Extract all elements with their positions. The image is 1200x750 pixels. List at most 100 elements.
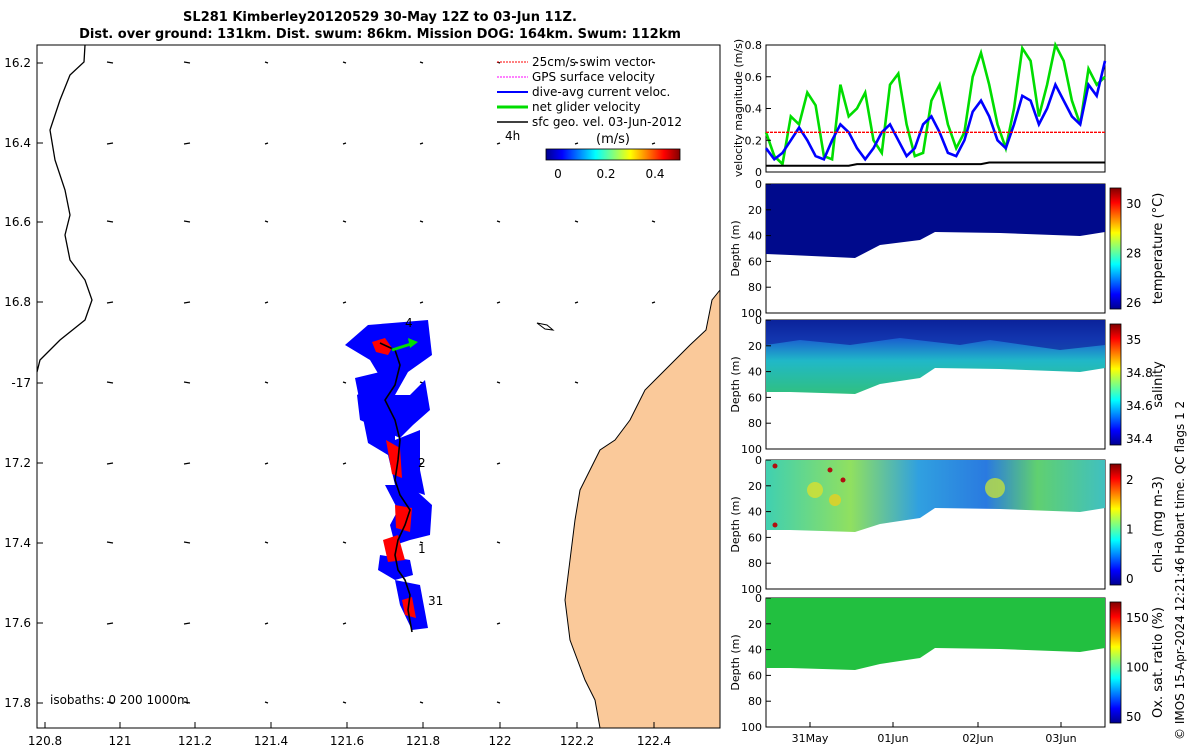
map-frame xyxy=(36,44,721,729)
map-y-tick-label: 17.8 xyxy=(4,696,31,710)
map-x-tick-label: 121.2 xyxy=(178,734,212,748)
depth-tick-label: 0 xyxy=(755,314,762,327)
colorbar-tick-label: 28 xyxy=(1126,247,1141,261)
current-vector-swath xyxy=(355,372,425,495)
map-y-tick-label: 16.8 xyxy=(4,295,31,309)
depth-tick-label: 60 xyxy=(748,255,762,268)
map-y-tick-label: 16.6 xyxy=(4,215,31,229)
map-y-tick-label: 17.2 xyxy=(4,456,31,470)
geo-velocity-arrow xyxy=(183,462,191,465)
geo-velocity-arrow xyxy=(496,701,501,704)
time-axis: 31May 01Jun 02Jun 03Jun xyxy=(792,722,1077,745)
swim-vector xyxy=(383,535,405,562)
colorbar-label: Ox. sat. ratio (%) xyxy=(1151,607,1166,718)
depth-tick-label: 20 xyxy=(748,340,762,353)
salinity-panel xyxy=(765,319,1106,450)
geo-velocity-arrow xyxy=(264,541,269,544)
geo-velocity-arrow xyxy=(419,541,424,544)
geo-velocity-arrow xyxy=(419,301,424,304)
map-axis-ticks: 120.8 121 121.2 121.4 121.6 121.8 122 122.2 122.… xyxy=(4,56,671,748)
geo-velocity-arrow xyxy=(183,381,191,384)
geo-velocity-arrow xyxy=(264,301,269,304)
colorbar-tick: 0.4 xyxy=(645,167,664,181)
geo-velocity-arrow xyxy=(264,61,269,64)
colorbar-unit: (m/s) xyxy=(596,132,630,147)
map-x-tick-label: 122 xyxy=(489,734,512,748)
track-label-2: 2 xyxy=(418,456,426,470)
geo-velocity-arrow xyxy=(106,301,114,304)
geo-velocity-arrow xyxy=(419,220,424,223)
glider-track xyxy=(379,342,413,633)
geo-velocity-arrow xyxy=(342,381,347,384)
colorbar-tick-label: 50 xyxy=(1126,710,1141,724)
chart-title-line2: Dist. over ground: 131km. Dist. swum: 86… xyxy=(79,27,681,42)
speed-y-tick-label: 0.8 xyxy=(745,39,763,52)
geo-velocity-arrow xyxy=(183,622,191,625)
track-label-31: 31 xyxy=(428,594,443,608)
geo-velocity-arrow xyxy=(183,541,191,544)
colorbar-tick-label: 1 xyxy=(1126,523,1134,537)
time-tick-label: 31May xyxy=(792,732,829,745)
geo-velocity-arrow xyxy=(264,381,269,384)
depth-axis-label: Depth (m) xyxy=(729,220,742,276)
depth-tick-label: 100 xyxy=(741,583,762,596)
chla-panel xyxy=(765,459,1106,590)
speed-line-net-glider-velocity xyxy=(764,41,1106,167)
depth-tick-label: 60 xyxy=(748,391,762,404)
map-y-tick-label: 16.4 xyxy=(4,136,31,150)
depth-tick-label: 100 xyxy=(741,307,762,320)
island-outline xyxy=(536,322,555,331)
salinity-surface-layer xyxy=(766,320,1105,350)
oxygen-panel xyxy=(765,597,1106,728)
depth-axis-label: Depth (m) xyxy=(729,356,742,412)
colorbar-tick-label: 100 xyxy=(1126,661,1149,675)
geo-velocity-arrow xyxy=(574,142,579,145)
depth-axis-label: Depth (m) xyxy=(729,634,742,690)
geo-velocity-arrow xyxy=(574,381,579,384)
depth-tick-label: 80 xyxy=(748,281,762,294)
geo-velocity-arrow xyxy=(106,381,114,384)
profile-colorbar xyxy=(1109,601,1122,724)
isobaths-label: isobaths: 0 200 1000m xyxy=(50,693,189,707)
geo-velocity-arrow xyxy=(651,301,656,304)
geo-velocity-arrow xyxy=(264,462,269,465)
map-x-tick-label: 122.2 xyxy=(560,734,594,748)
depth-tick-label: 20 xyxy=(748,618,762,631)
map-legend: 25cm/s swim vector GPS surface velocity … xyxy=(497,55,682,129)
geo-velocity-arrow xyxy=(342,462,347,465)
legend-label-swim: 25cm/s swim vector xyxy=(532,55,653,69)
speed-y-ticks: 0 0.2 0.4 0.6 0.8 xyxy=(745,39,771,179)
geo-velocity-arrow xyxy=(651,61,656,64)
colorbar-tick-label: 34.4 xyxy=(1126,432,1153,446)
geo-velocity-arrow xyxy=(183,61,191,64)
geo-velocity-arrow xyxy=(419,61,424,64)
geo-velocity-arrow xyxy=(496,381,501,384)
colorbar-tick: 0 xyxy=(554,167,562,181)
geo-velocity-arrow xyxy=(264,142,269,145)
geo-velocity-arrow xyxy=(342,301,347,304)
speed-y-tick-label: 0.6 xyxy=(745,71,763,84)
speed-colorbar: (m/s) 0 0.2 0.4 xyxy=(545,132,681,181)
map-y-tick-label: 16.2 xyxy=(4,56,31,70)
depth-tick-label: 40 xyxy=(748,230,762,243)
colorbar-tick: 0.2 xyxy=(596,167,615,181)
geo-velocity-arrow xyxy=(419,462,424,465)
track-label-4h: 4h xyxy=(505,129,520,143)
speed-ylabel: velocity magnitude (m/s) xyxy=(732,39,745,177)
chla-field xyxy=(766,460,1105,532)
geo-velocity-arrow xyxy=(574,61,579,64)
depth-tick-label: 40 xyxy=(748,366,762,379)
colorbar-label: chl-a (mg m-3) xyxy=(1151,476,1166,573)
map-x-tick-label: 120.8 xyxy=(28,734,62,748)
geo-velocity-arrow xyxy=(496,301,501,304)
temperature-field xyxy=(766,184,1105,258)
time-tick-label: 01Jun xyxy=(877,732,908,745)
swim-vector xyxy=(372,338,392,355)
geo-velocity-arrow xyxy=(496,541,501,544)
colorbar-tick-label: 2 xyxy=(1126,473,1134,487)
geo-velocity-arrow xyxy=(496,462,501,465)
geo-velocity-arrow xyxy=(106,220,114,223)
depth-tick-label: 100 xyxy=(741,721,762,734)
track-label-1: 1 xyxy=(418,542,426,556)
geo-velocity-arrow xyxy=(106,142,114,145)
